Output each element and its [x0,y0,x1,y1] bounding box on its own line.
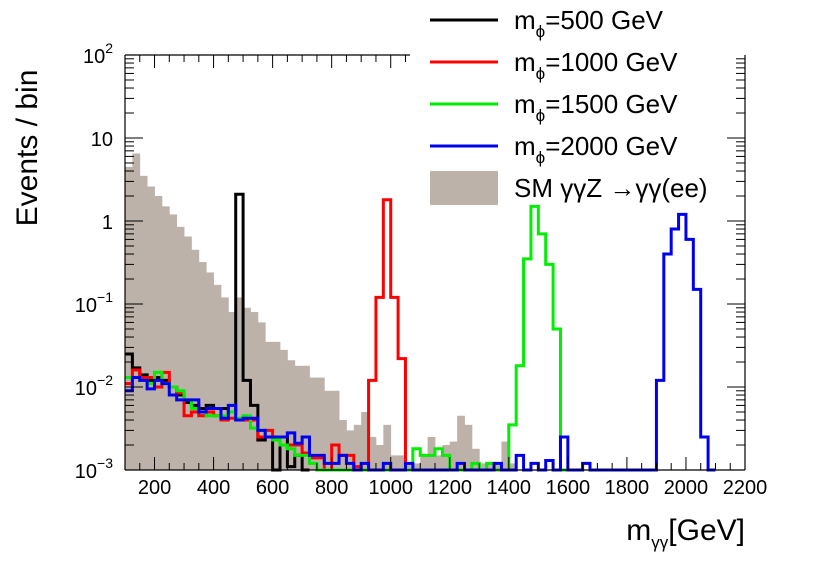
x-tick-label: 1600 [546,477,591,499]
background-bar [213,284,222,470]
sm-background-histogram [125,153,517,471]
background-bar [309,377,318,470]
background-bar [294,365,303,470]
background-bar [257,322,266,470]
background-bar [361,411,369,470]
y-axis-ticks: 10−3 10−2 10−1 1 10 102 [75,40,745,483]
background-bar [243,307,251,470]
y-tick-label: 10 [91,129,113,151]
background-bar [154,196,163,470]
legend-label-4: SM γγZ →γγ(ee) [514,173,708,203]
background-bar [184,236,192,470]
x-tick-label: 600 [256,477,289,499]
background-bar [250,312,259,470]
legend-label-0: mϕ=500 GeV [514,5,664,41]
background-bar [125,166,133,470]
x-tick-label: 1200 [428,477,473,499]
background-bar [206,272,214,470]
background-bar [449,441,458,470]
y-tick-label: 102 [83,40,113,68]
background-bar [405,463,414,470]
background-bar [316,377,325,470]
x-axis-title: mγγ[GeV] [626,514,745,552]
background-bar [287,360,296,470]
x-tick-label: 800 [315,477,348,499]
background-bar [132,153,141,470]
background-bar [464,424,473,470]
background-bar [471,448,480,470]
background-bar [176,226,185,470]
x-tick-label: 400 [197,477,230,499]
background-bar [169,214,178,470]
background-bar [420,455,429,470]
background-bar [339,420,347,470]
background-bar [346,430,355,470]
background-bar [191,249,200,470]
legend-label-3: mϕ=2000 GeV [514,131,678,167]
background-bar [479,463,488,470]
background-bar [501,441,510,470]
background-bar [486,463,495,470]
background-bar [302,365,310,470]
x-tick-label: 2200 [723,477,768,499]
x-tick-label: 200 [138,477,171,499]
y-tick-label: 1 [102,212,113,234]
background-bar [383,424,392,470]
legend-label-2: mϕ=1500 GeV [514,89,678,125]
background-bar [228,312,237,470]
background-bar [390,455,399,470]
background-bar [198,262,207,470]
background-bar [508,463,517,470]
background-bar [427,436,436,470]
legend: mϕ=500 GeV mϕ=1000 GeV mϕ=1500 GeV mϕ=2000 … [430,5,708,205]
background-bar [412,463,421,470]
background-bar [494,463,502,470]
background-bar [220,297,229,470]
background-bar [398,455,406,470]
x-axis-ticks: 200 400 600 800 1000 1200 1400 1600 1800 2000 2200 [124,55,768,499]
background-bar [280,349,288,470]
background-bar [442,445,451,470]
x-tick-label: 1000 [368,477,413,499]
y-tick-label: 10−3 [75,455,113,483]
y-axis-title: Events / bin [11,70,44,227]
background-bar [235,297,244,470]
background-bar [324,390,333,470]
background-bar [353,424,362,470]
x-tick-label: 1400 [487,477,532,499]
background-bar [435,455,443,470]
background-bar [265,341,274,470]
background-bar [147,186,155,471]
background-bar [457,415,465,470]
x-tick-label: 2000 [664,477,709,499]
background-bar [139,175,148,470]
background-bar [161,206,170,470]
legend-swatch-4 [430,171,498,205]
legend-label-1: mϕ=1000 GeV [514,47,678,83]
y-tick-label: 10−2 [75,372,113,400]
x-tick-label: 1800 [605,477,650,499]
background-bar [375,445,384,470]
background-bar [331,390,340,470]
background-bar [368,436,377,470]
background-bar [272,341,281,470]
y-tick-label: 10−1 [75,289,113,317]
